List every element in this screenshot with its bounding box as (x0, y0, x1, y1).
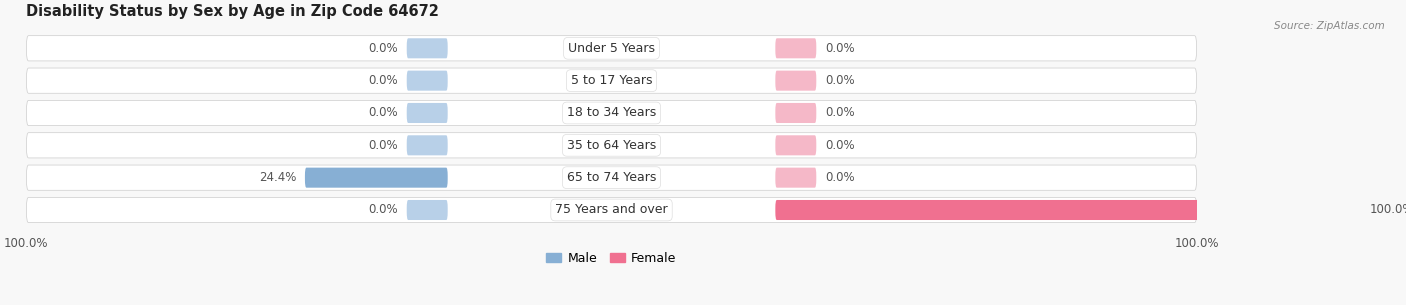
FancyBboxPatch shape (305, 168, 447, 188)
Text: 0.0%: 0.0% (825, 106, 855, 120)
FancyBboxPatch shape (27, 165, 1197, 190)
FancyBboxPatch shape (406, 71, 447, 91)
Text: 0.0%: 0.0% (368, 139, 398, 152)
FancyBboxPatch shape (775, 38, 817, 58)
Text: 24.4%: 24.4% (259, 171, 297, 184)
Text: 18 to 34 Years: 18 to 34 Years (567, 106, 657, 120)
Text: 0.0%: 0.0% (368, 106, 398, 120)
Text: 0.0%: 0.0% (368, 203, 398, 217)
FancyBboxPatch shape (27, 133, 1197, 158)
Text: 65 to 74 Years: 65 to 74 Years (567, 171, 657, 184)
FancyBboxPatch shape (775, 200, 1361, 220)
Text: Under 5 Years: Under 5 Years (568, 42, 655, 55)
FancyBboxPatch shape (406, 38, 447, 58)
FancyBboxPatch shape (406, 135, 447, 155)
Text: Disability Status by Sex by Age in Zip Code 64672: Disability Status by Sex by Age in Zip C… (27, 4, 439, 19)
Text: Source: ZipAtlas.com: Source: ZipAtlas.com (1274, 21, 1385, 31)
FancyBboxPatch shape (775, 135, 817, 155)
Text: 100.0%: 100.0% (1369, 203, 1406, 217)
FancyBboxPatch shape (27, 68, 1197, 93)
FancyBboxPatch shape (406, 200, 447, 220)
Text: 0.0%: 0.0% (368, 74, 398, 87)
Text: 0.0%: 0.0% (368, 42, 398, 55)
Text: 5 to 17 Years: 5 to 17 Years (571, 74, 652, 87)
Text: 75 Years and over: 75 Years and over (555, 203, 668, 217)
Text: 0.0%: 0.0% (825, 74, 855, 87)
FancyBboxPatch shape (775, 168, 817, 188)
Text: 0.0%: 0.0% (825, 42, 855, 55)
FancyBboxPatch shape (27, 36, 1197, 61)
FancyBboxPatch shape (27, 100, 1197, 126)
Text: 0.0%: 0.0% (825, 171, 855, 184)
FancyBboxPatch shape (775, 103, 817, 123)
FancyBboxPatch shape (406, 103, 447, 123)
FancyBboxPatch shape (775, 71, 817, 91)
Text: 0.0%: 0.0% (825, 139, 855, 152)
Legend: Male, Female: Male, Female (541, 246, 682, 270)
Text: 35 to 64 Years: 35 to 64 Years (567, 139, 657, 152)
FancyBboxPatch shape (27, 197, 1197, 223)
